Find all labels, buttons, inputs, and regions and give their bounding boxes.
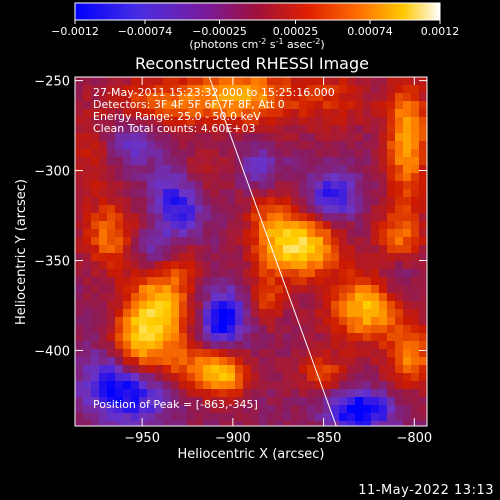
x-axis-label: Heliocentric X (arcsec) bbox=[178, 447, 325, 462]
x-tick-label: −850 bbox=[306, 431, 342, 446]
colorbar-frame bbox=[74, 2, 441, 21]
colorbar-unit-label: (photons cm-2 s-1 asec-2) bbox=[189, 37, 324, 51]
chart-title: Reconstructed RHESSI Image bbox=[135, 54, 369, 73]
colorbar: −0.0012 −0.00074 −0.00025 0.00025 0.00074 0.0… bbox=[51, 2, 459, 51]
y-tick-label: −300 bbox=[34, 165, 70, 180]
x-axis-ticks: −950 −900 −850 −800 bbox=[124, 77, 432, 446]
colorbar-gradient bbox=[75, 3, 440, 20]
observation-annotations: 27-May-2011 15:23:32.000 to 15:25:16.000… bbox=[93, 86, 335, 135]
annotation-energy-range: Energy Range: 25.0 - 50.0 keV bbox=[93, 110, 261, 123]
x-tick-label: −950 bbox=[124, 431, 160, 446]
colorbar-tick-label: 0.00074 bbox=[347, 25, 393, 38]
colorbar-tick-label: 0.0012 bbox=[421, 25, 460, 38]
plot-frame bbox=[74, 76, 428, 427]
footer-timestamp: 11-May-2022 13:13 bbox=[358, 483, 494, 498]
annotation-detectors: Detectors: 3F 4F 5F 6F 7F 8F, Att 0 bbox=[93, 98, 285, 111]
y-tick-label: −400 bbox=[34, 344, 70, 359]
x-tick-label: −900 bbox=[215, 431, 251, 446]
heatmap-canvas bbox=[75, 77, 427, 426]
annotation-clean-counts: Clean Total counts: 4.60E+03 bbox=[93, 122, 256, 135]
y-axis-ticks: −250 −300 −350 −400 bbox=[34, 75, 427, 359]
annotation-time-range: 27-May-2011 15:23:32.000 to 15:25:16.000 bbox=[93, 86, 335, 99]
y-tick-label: −250 bbox=[34, 75, 70, 90]
y-tick-label: −350 bbox=[34, 254, 70, 269]
colorbar-tick-label: 0.00025 bbox=[273, 25, 319, 38]
solar-limb-line bbox=[208, 77, 337, 426]
colorbar-tick-label: −0.0012 bbox=[51, 25, 99, 38]
peak-position-label: Position of Peak = [-863,-345] bbox=[93, 398, 258, 411]
colorbar-tick-label: −0.00074 bbox=[118, 25, 173, 38]
colorbar-tick-label: −0.00025 bbox=[192, 25, 247, 38]
heatmap-image bbox=[75, 77, 427, 426]
y-axis-label: Heliocentric Y (arcsec) bbox=[14, 179, 29, 325]
colorbar-ticks: −0.0012 −0.00074 −0.00025 0.00025 0.00074 0.0… bbox=[51, 20, 459, 38]
x-tick-label: −800 bbox=[396, 431, 432, 446]
